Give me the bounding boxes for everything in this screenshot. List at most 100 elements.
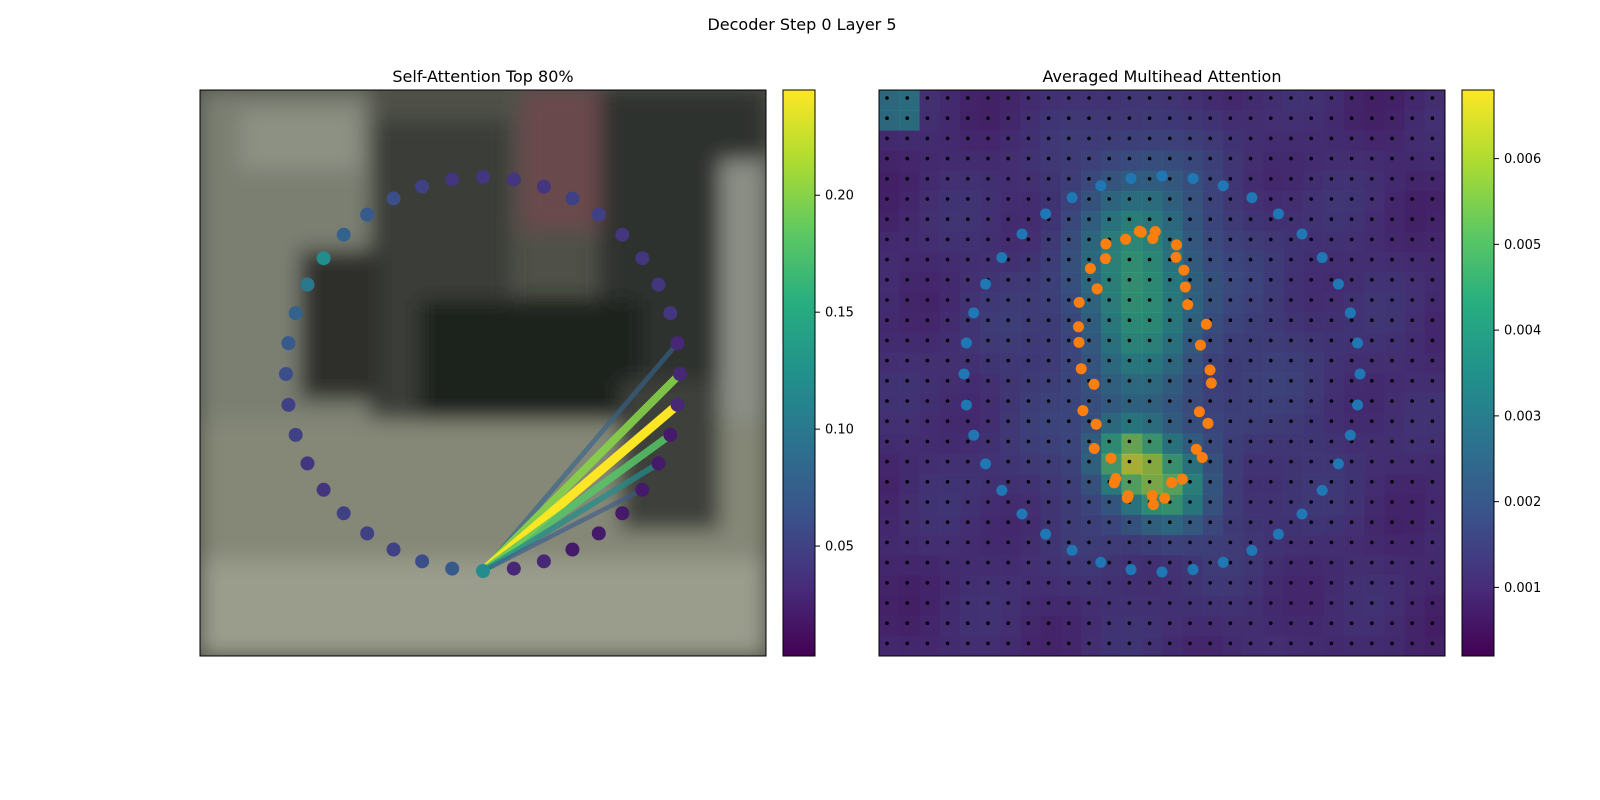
grid-dot xyxy=(905,156,909,161)
grid-dot xyxy=(1370,358,1374,363)
heatmap-cell xyxy=(1121,514,1143,536)
heatmap-cell xyxy=(1303,332,1325,354)
heatmap-cell xyxy=(879,170,900,192)
heatmap-cell xyxy=(1283,534,1304,556)
grid-dot xyxy=(1208,540,1212,545)
grid-dot xyxy=(1349,318,1354,323)
grid-dot xyxy=(986,419,990,424)
heatmap-cell xyxy=(1242,373,1264,394)
heatmap-cell xyxy=(1404,211,1426,232)
grid-dot xyxy=(1410,459,1414,464)
heatmap-cell xyxy=(1424,110,1445,131)
contour-point xyxy=(386,191,401,206)
orange-point xyxy=(1099,253,1111,265)
grid-dot xyxy=(1228,480,1233,484)
grid-dot xyxy=(1188,399,1192,403)
heatmap-cell xyxy=(1060,130,1082,152)
grid-dot xyxy=(1107,419,1111,424)
heatmap-cell xyxy=(899,554,920,576)
blue-point xyxy=(980,278,992,290)
heatmap-cell xyxy=(1141,373,1163,394)
heatmap-cell xyxy=(1182,231,1203,253)
heatmap-cell xyxy=(1101,130,1123,152)
grid-dot xyxy=(966,197,970,201)
grid-dot xyxy=(905,560,909,565)
grid-dot xyxy=(1107,278,1111,282)
heatmap-cell xyxy=(1384,150,1406,172)
heatmap-cell xyxy=(1040,231,1062,253)
heatmap-cell xyxy=(1242,595,1264,617)
heatmap-cell xyxy=(1202,494,1224,515)
contour-point xyxy=(445,561,460,576)
heatmap-cell xyxy=(1404,433,1426,455)
grid-dot xyxy=(1147,278,1152,282)
grid-dot xyxy=(1410,399,1414,403)
grid-dot xyxy=(1248,358,1253,363)
heatmap-cell xyxy=(1343,575,1365,596)
grid-dot xyxy=(1309,520,1313,524)
grid-dot xyxy=(1289,257,1293,262)
heatmap-cell xyxy=(1141,251,1163,273)
heatmap-cell xyxy=(1404,514,1426,536)
heatmap-cell xyxy=(1283,595,1304,617)
grid-dot xyxy=(1410,540,1414,545)
grid-dot xyxy=(1006,500,1010,504)
grid-dot xyxy=(1026,621,1031,625)
heatmap-cell xyxy=(1121,474,1143,495)
heatmap-cell xyxy=(1222,534,1244,556)
grid-dot xyxy=(1309,116,1313,120)
grid-dot xyxy=(1269,278,1273,282)
grid-dot xyxy=(1248,298,1253,302)
grid-dot xyxy=(1390,439,1394,444)
grid-dot xyxy=(1026,419,1031,424)
heatmap-cell xyxy=(1404,231,1426,253)
heatmap-cell xyxy=(899,373,920,394)
heatmap-cell xyxy=(1242,433,1264,455)
heatmap-cell xyxy=(1384,615,1406,637)
orange-point xyxy=(1105,452,1117,464)
heatmap-cell xyxy=(1343,150,1365,172)
grid-dot xyxy=(1168,197,1172,201)
heatmap-cell xyxy=(1020,433,1042,455)
heatmap-cell xyxy=(1404,554,1426,576)
grid-dot xyxy=(1370,338,1374,343)
heatmap-cell xyxy=(1182,494,1203,515)
heatmap-cell xyxy=(1222,312,1244,334)
heatmap-cell xyxy=(959,211,981,232)
grid-dot xyxy=(885,621,889,625)
grid-dot xyxy=(1390,480,1394,484)
heatmap-cell xyxy=(1263,453,1284,475)
grid-dot xyxy=(1107,601,1111,605)
grid-dot xyxy=(905,136,909,141)
grid-dot xyxy=(986,621,990,625)
grid-dot xyxy=(945,399,950,403)
heatmap-cell xyxy=(1141,352,1163,374)
heatmap-cell xyxy=(1182,413,1203,435)
heatmap-cell xyxy=(1364,170,1385,192)
heatmap-cell xyxy=(1384,170,1406,192)
grid-dot xyxy=(945,500,950,504)
grid-dot xyxy=(1269,520,1273,524)
grid-dot xyxy=(1026,459,1031,464)
grid-dot xyxy=(1127,439,1132,444)
heatmap-cell xyxy=(1040,494,1062,515)
grid-dot xyxy=(1390,197,1394,201)
heatmap-cell xyxy=(1263,635,1284,656)
contour-point xyxy=(673,367,687,381)
heatmap-cell xyxy=(879,494,900,515)
grid-dot xyxy=(1289,197,1293,201)
heatmap-cell xyxy=(1020,211,1042,232)
heatmap-cell xyxy=(1081,332,1102,354)
grid-dot xyxy=(1410,439,1414,444)
grid-dot xyxy=(986,581,990,585)
blue-point xyxy=(1332,458,1344,470)
heatmap-cell xyxy=(1060,575,1082,596)
grid-dot xyxy=(1208,278,1212,282)
grid-dot xyxy=(1087,217,1091,221)
grid-dot xyxy=(1390,621,1394,625)
grid-dot xyxy=(986,96,990,100)
heatmap-cell xyxy=(1424,393,1445,414)
blue-point xyxy=(1016,228,1028,240)
grid-dot xyxy=(1006,399,1010,403)
grid-dot xyxy=(1430,338,1435,343)
